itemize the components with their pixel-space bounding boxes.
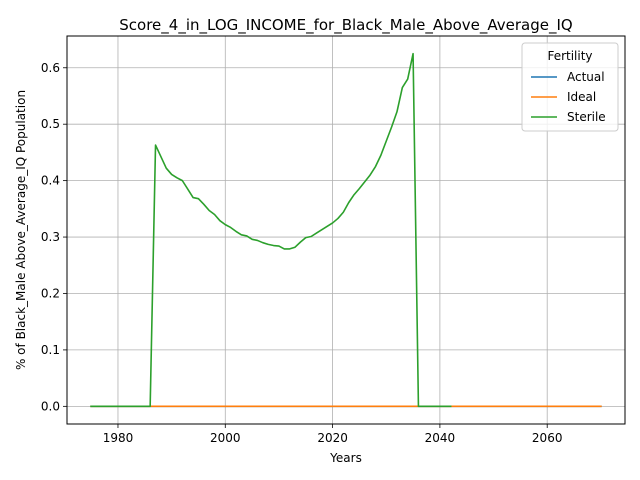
y-tick-label: 0.2	[41, 286, 60, 300]
y-tick-label: 0.0	[41, 399, 60, 413]
x-axis-label: Years	[329, 451, 362, 465]
axis-ticks: 1980 2000 2020 2040 2060 0.0 0.1 0.2 0.3 0.4 0.5 0.…	[41, 61, 563, 445]
y-tick-label: 0.4	[41, 174, 60, 188]
chart-title: Score_4_in_LOG_INCOME_for_Black_Male_Abo…	[119, 16, 572, 35]
plot-frame	[66, 35, 626, 425]
y-tick-label: 0.5	[41, 117, 60, 131]
legend-label-sterile: Sterile	[567, 110, 606, 124]
series-lines	[90, 52, 602, 408]
y-tick-label: 0.1	[41, 343, 60, 357]
x-tick-label: 2000	[210, 431, 241, 445]
x-tick-label: 2060	[532, 431, 563, 445]
legend-label-actual: Actual	[567, 70, 605, 84]
series-line-sterile	[90, 52, 452, 408]
y-tick-label: 0.6	[41, 61, 60, 75]
x-tick-label: 2020	[317, 431, 348, 445]
y-tick-label: 0.3	[41, 230, 60, 244]
legend-label-ideal: Ideal	[567, 90, 596, 104]
x-tick-label: 1980	[103, 431, 134, 445]
legend-items: Actual Ideal Sterile	[531, 70, 606, 124]
legend: Fertility Actual Ideal Sterile	[521, 42, 619, 132]
y-axis-label: % of Black_Male Above_Average_IQ Populat…	[14, 90, 28, 370]
legend-box	[521, 42, 619, 132]
x-tick-label: 2040	[425, 431, 456, 445]
legend-title: Fertility	[547, 49, 592, 63]
